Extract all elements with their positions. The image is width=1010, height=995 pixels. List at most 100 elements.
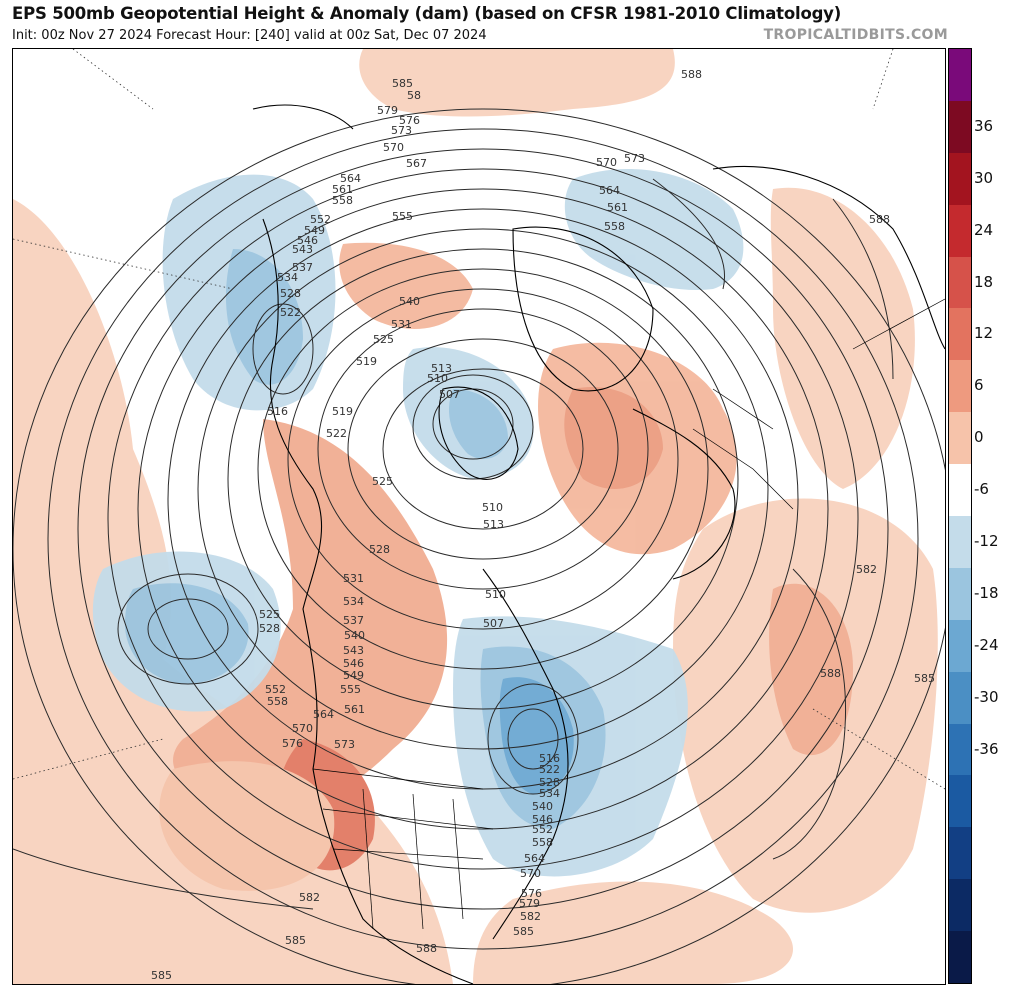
coast-asia-north bbox=[712, 166, 945, 350]
contour-label: 540 bbox=[399, 295, 420, 308]
contour-label: 588 bbox=[820, 667, 841, 680]
contour-label: 546 bbox=[343, 657, 364, 670]
contour-label: 555 bbox=[392, 210, 413, 223]
colorbar-segment bbox=[949, 412, 971, 465]
contour-label: 576 bbox=[399, 114, 420, 127]
contour-label: 588 bbox=[681, 68, 702, 81]
contour-label: 576 bbox=[282, 737, 303, 750]
contour-label: 585 bbox=[151, 969, 172, 982]
coast-europe bbox=[632, 408, 736, 580]
coast-north-america-west bbox=[262, 218, 474, 984]
contour-label: 510 bbox=[485, 588, 506, 601]
contour-label: 555 bbox=[340, 683, 361, 696]
colorbar-tick-label: 36 bbox=[974, 116, 994, 135]
contour-label: 513 bbox=[431, 362, 452, 375]
contour-label: 558 bbox=[604, 220, 625, 233]
contour-label: 558 bbox=[532, 836, 553, 849]
contour-label: 564 bbox=[599, 184, 620, 197]
contour-label: 537 bbox=[343, 614, 364, 627]
anomaly-colorbar bbox=[948, 48, 972, 984]
colorbar-tick-label: 30 bbox=[974, 168, 994, 187]
negative-anomaly-fills bbox=[92, 169, 744, 877]
contour-label: 546 bbox=[532, 813, 553, 826]
contour-label: 534 bbox=[343, 595, 364, 608]
colorbar-segment bbox=[949, 619, 971, 673]
contour-label: 525 bbox=[259, 608, 280, 621]
anomaly-negative-alaska-core bbox=[225, 249, 303, 385]
contour-label: 522 bbox=[539, 763, 560, 776]
contour-label: 582 bbox=[520, 910, 541, 923]
colorbar-segment bbox=[949, 827, 971, 880]
contour-label: 588 bbox=[416, 942, 437, 955]
contour-label: 507 bbox=[483, 617, 504, 630]
contour-label: 534 bbox=[539, 787, 560, 800]
contour-label: 519 bbox=[356, 355, 377, 368]
contour-label: 552 bbox=[265, 683, 286, 696]
chart-subtitle: Init: 00z Nov 27 2024 Forecast Hour: [24… bbox=[12, 28, 487, 43]
colorbar-segment bbox=[949, 671, 971, 725]
contour-label: 531 bbox=[343, 572, 364, 585]
contour-label: 507 bbox=[439, 388, 460, 401]
height-contours bbox=[13, 108, 945, 984]
contour-label: 540 bbox=[532, 800, 553, 813]
anomaly-positive-south-atlantic bbox=[473, 881, 793, 984]
contour-label: 522 bbox=[280, 306, 301, 319]
contour-label: 537 bbox=[292, 261, 313, 274]
anomaly-negative-scandinavia bbox=[564, 169, 744, 290]
contour-label: 564 bbox=[313, 708, 334, 721]
colorbar-tick-label: -24 bbox=[974, 635, 999, 654]
map-canvas: 5885855857957657357056756456155855555254… bbox=[13, 49, 945, 984]
contour-label: 585 bbox=[285, 934, 306, 947]
contour-label: 564 bbox=[340, 172, 361, 185]
coast-greenland bbox=[512, 226, 654, 392]
colorbar-segment bbox=[949, 308, 971, 361]
contour-label: 525 bbox=[373, 333, 394, 346]
political-borders bbox=[312, 298, 945, 930]
contour-label: 588 bbox=[869, 213, 890, 226]
contour-label: 573 bbox=[334, 738, 355, 751]
contour-label: 579 bbox=[377, 104, 398, 117]
colorbar-tick-label: 18 bbox=[974, 272, 994, 291]
contour-label: 549 bbox=[304, 224, 325, 237]
colorbar-segment bbox=[949, 49, 971, 102]
contour-labels: 5885855857957657357056756456155855555254… bbox=[151, 68, 935, 982]
colorbar-tick-label: 12 bbox=[974, 324, 994, 343]
contour-label: 528 bbox=[280, 287, 301, 300]
coastlines bbox=[252, 104, 945, 984]
colorbar-segment bbox=[949, 256, 971, 309]
colorbar-tick-label: 24 bbox=[974, 220, 994, 239]
anomaly-positive-russia bbox=[770, 187, 915, 490]
anomaly-positive-westcoast bbox=[173, 419, 448, 809]
contour-label: 582 bbox=[299, 891, 320, 904]
contour-label: 573 bbox=[624, 152, 645, 165]
colorbar-segment bbox=[949, 360, 971, 413]
colorbar-segment bbox=[949, 204, 971, 258]
contour-label: 58 bbox=[407, 89, 421, 102]
contour-label: 516 bbox=[539, 752, 560, 765]
contour-label: 570 bbox=[596, 156, 617, 169]
contour-label: 573 bbox=[391, 124, 412, 137]
colorbar-segment bbox=[949, 723, 971, 776]
contour-label: 540 bbox=[344, 629, 365, 642]
contour-label: 579 bbox=[519, 897, 540, 910]
anomaly-positive-north-pacific-top bbox=[359, 49, 675, 117]
contour-label: 570 bbox=[383, 141, 404, 154]
contour-label: 585 bbox=[513, 925, 534, 938]
coast-hudson-bay bbox=[438, 386, 519, 480]
contour-label: 570 bbox=[292, 722, 313, 735]
colorbar-tick-label: 6 bbox=[974, 376, 984, 395]
contour-label: 576 bbox=[521, 887, 542, 900]
contour-label: 552 bbox=[532, 823, 553, 836]
colorbar-segment bbox=[949, 879, 971, 932]
contour-label: 528 bbox=[539, 776, 560, 789]
contour-label: 558 bbox=[267, 695, 288, 708]
anomaly-positive-arctic-canada bbox=[339, 242, 473, 329]
contour-label: 510 bbox=[482, 501, 503, 514]
colorbar-segment bbox=[949, 516, 971, 569]
contour-label: 558 bbox=[332, 194, 353, 207]
contour-label: 570 bbox=[520, 867, 541, 880]
anomaly-positive-eastpac bbox=[159, 761, 335, 891]
contour-label: 564 bbox=[524, 852, 545, 865]
contour-label: 543 bbox=[343, 644, 364, 657]
contour-label: 531 bbox=[391, 318, 412, 331]
